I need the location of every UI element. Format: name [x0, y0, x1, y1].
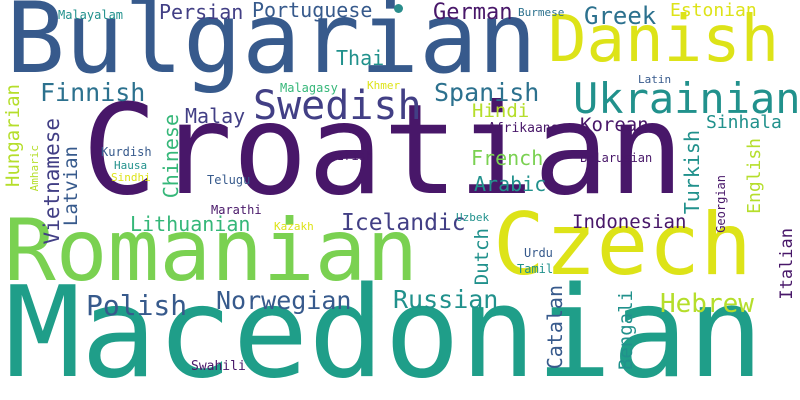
word-malayalam: Malayalam — [58, 8, 124, 22]
word-spanish: Spanish — [434, 78, 540, 107]
word-latin: Latin — [638, 73, 672, 86]
word-hindi: Hindi — [472, 100, 530, 122]
word-indonesian: Indonesian — [572, 211, 687, 233]
word-portuguese: Portuguese — [252, 0, 373, 22]
word-chinese: Chinese — [159, 114, 183, 199]
word-estonian: Estonian — [670, 0, 757, 21]
dot-mark — [394, 4, 403, 13]
word-bengali: Bengali — [615, 290, 637, 371]
word-italian: Italian — [777, 228, 797, 300]
word-khmer: Khmer — [367, 79, 401, 92]
word-persian: Persian — [159, 0, 244, 24]
word-polish: Polish — [86, 289, 188, 322]
word-romanian: Romanian — [4, 201, 419, 301]
word-hungarian: Hungarian — [2, 84, 24, 187]
word-latvian: Latvian — [60, 146, 82, 227]
word-malagasy: Malagasy — [280, 81, 338, 95]
word-greek: Greek — [584, 2, 657, 30]
word-urdu: Urdu — [524, 246, 553, 260]
word-croatian: Croatian — [82, 78, 685, 223]
word-catalan: Catalan — [543, 285, 567, 370]
word-thai: Thai — [336, 46, 385, 70]
word-arabic: Arabic — [474, 172, 547, 196]
word-telugu: Telugu — [207, 173, 251, 187]
word-dutch: Dutch — [471, 228, 493, 286]
word-amharic: Amharic — [28, 145, 41, 192]
word-korean: Korean — [580, 114, 649, 136]
word-danish: Danish — [548, 3, 780, 77]
word-lithuanian: Lithuanian — [130, 212, 251, 236]
word-hausa: Hausa — [114, 159, 148, 172]
word-swedish: Swedish — [253, 83, 422, 129]
word-norwegian: Norwegian — [216, 286, 352, 315]
word-czech: Czech — [493, 195, 752, 295]
word-irish: Irish — [337, 149, 374, 163]
word-afrikaans: Afrikaans — [488, 121, 559, 136]
word-hebrew: Hebrew — [660, 289, 754, 319]
word-belarusian: Belarusian — [580, 151, 653, 165]
word-sinhala: Sinhala — [706, 112, 782, 133]
word-english: English — [744, 138, 765, 214]
word-turkish: Turkish — [680, 130, 704, 215]
word-uzbek: Uzbek — [456, 211, 490, 224]
word-finnish: Finnish — [40, 78, 146, 107]
word-marathi: Marathi — [211, 203, 262, 217]
word-ukrainian: Ukrainian — [573, 74, 800, 123]
word-kazakh: Kazakh — [274, 220, 314, 233]
word-kurdish: Kurdish — [101, 145, 152, 159]
word-malay: Malay — [185, 104, 246, 128]
word-russian: Russian — [393, 285, 499, 314]
word-french: French — [471, 146, 544, 170]
word-german: German — [433, 0, 513, 25]
word-georgian: Georgian — [714, 175, 728, 233]
word-icelandic: Icelandic — [341, 210, 466, 236]
word-tamil: Tamil — [517, 262, 554, 276]
word-macedonian: Macedonian — [5, 259, 764, 400]
word-bulgarian: Bulgarian — [6, 0, 538, 96]
word-burmese: Burmese — [518, 6, 565, 19]
word-swahili: Swahili — [191, 359, 246, 374]
word-sindhi: Sindhi — [111, 171, 151, 184]
